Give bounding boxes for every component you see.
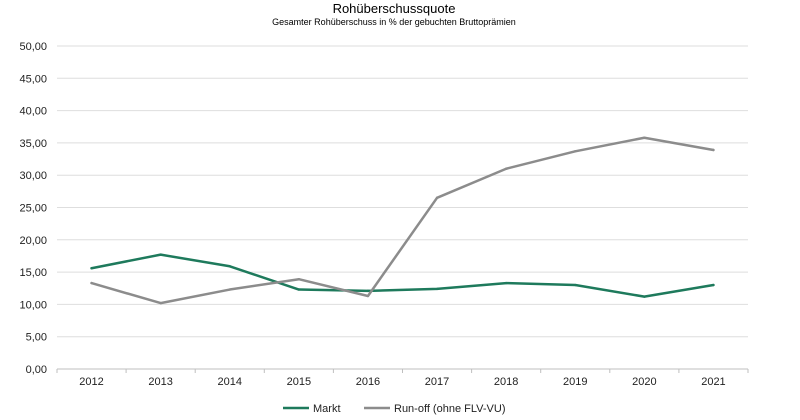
data-point-run-off-ohne-flv-vu (712, 148, 715, 152)
legend-label: Markt (313, 403, 341, 415)
data-point-markt (366, 289, 370, 293)
data-point-run-off-ohne-flv-vu (574, 150, 577, 153)
data-point-markt (712, 283, 715, 287)
x-tick-label: 2013 (148, 376, 172, 388)
y-tick-label: 0,00 (26, 364, 47, 376)
y-tick-label: 25,00 (19, 203, 47, 215)
y-tick-label: 15,00 (19, 267, 47, 279)
x-tick-label: 2014 (218, 376, 242, 388)
series-line-run-off-ohne-flv-vu (90, 136, 715, 305)
data-point-markt (228, 265, 231, 268)
data-point-markt (643, 295, 646, 298)
legend-label: Run-off (ohne FLV-VU) (394, 403, 505, 415)
y-tick-label: 5,00 (26, 332, 47, 344)
data-point-run-off-ohne-flv-vu (297, 278, 301, 281)
y-axis: 0,00 5,00 10,00 15,00 20,00 25,00 30,00 35,00 40… (19, 41, 47, 376)
data-point-run-off-ohne-flv-vu (435, 196, 439, 200)
chart-title: Rohüberschussquote (333, 1, 456, 16)
x-tick-label: 2018 (494, 376, 518, 388)
data-point-run-off-ohne-flv-vu (504, 167, 508, 170)
series-lines (90, 136, 715, 305)
x-tick-label: 2012 (79, 376, 103, 388)
series-line-markt (90, 253, 715, 298)
data-point-run-off-ohne-flv-vu (366, 294, 370, 298)
x-tick-label: 2021 (701, 376, 725, 388)
data-point-run-off-ohne-flv-vu (90, 281, 93, 285)
x-axis: 2012 2013 2014 2015 2016 2017 2018 2019 2020 2021 (56, 369, 749, 388)
x-tick-label: 2016 (356, 376, 380, 388)
y-tick-label: 45,00 (19, 73, 47, 85)
y-tick-label: 10,00 (19, 299, 47, 311)
y-tick-label: 30,00 (19, 170, 47, 182)
data-point-markt (297, 288, 301, 291)
x-tick-label: 2019 (563, 376, 587, 388)
x-tick-label: 2020 (632, 376, 656, 388)
chart-subtitle: Gesamter Rohüberschuss in % der gebuchte… (272, 17, 516, 27)
data-point-run-off-ohne-flv-vu (643, 136, 646, 139)
data-point-run-off-ohne-flv-vu (228, 288, 231, 291)
data-point-markt (159, 253, 162, 256)
grid-lines (57, 45, 748, 370)
data-point-markt (504, 281, 508, 285)
y-tick-label: 50,00 (19, 41, 47, 53)
data-point-run-off-ohne-flv-vu (159, 301, 162, 305)
y-tick-label: 35,00 (19, 138, 47, 150)
y-tick-label: 40,00 (19, 106, 47, 118)
legend: Markt Run-off (ohne FLV-VU) (283, 403, 505, 415)
y-tick-label: 20,00 (19, 235, 47, 247)
data-point-markt (90, 267, 93, 270)
x-tick-label: 2015 (287, 376, 311, 388)
data-point-markt (435, 287, 439, 291)
data-point-markt (574, 283, 577, 287)
x-tick-label: 2017 (425, 376, 449, 388)
